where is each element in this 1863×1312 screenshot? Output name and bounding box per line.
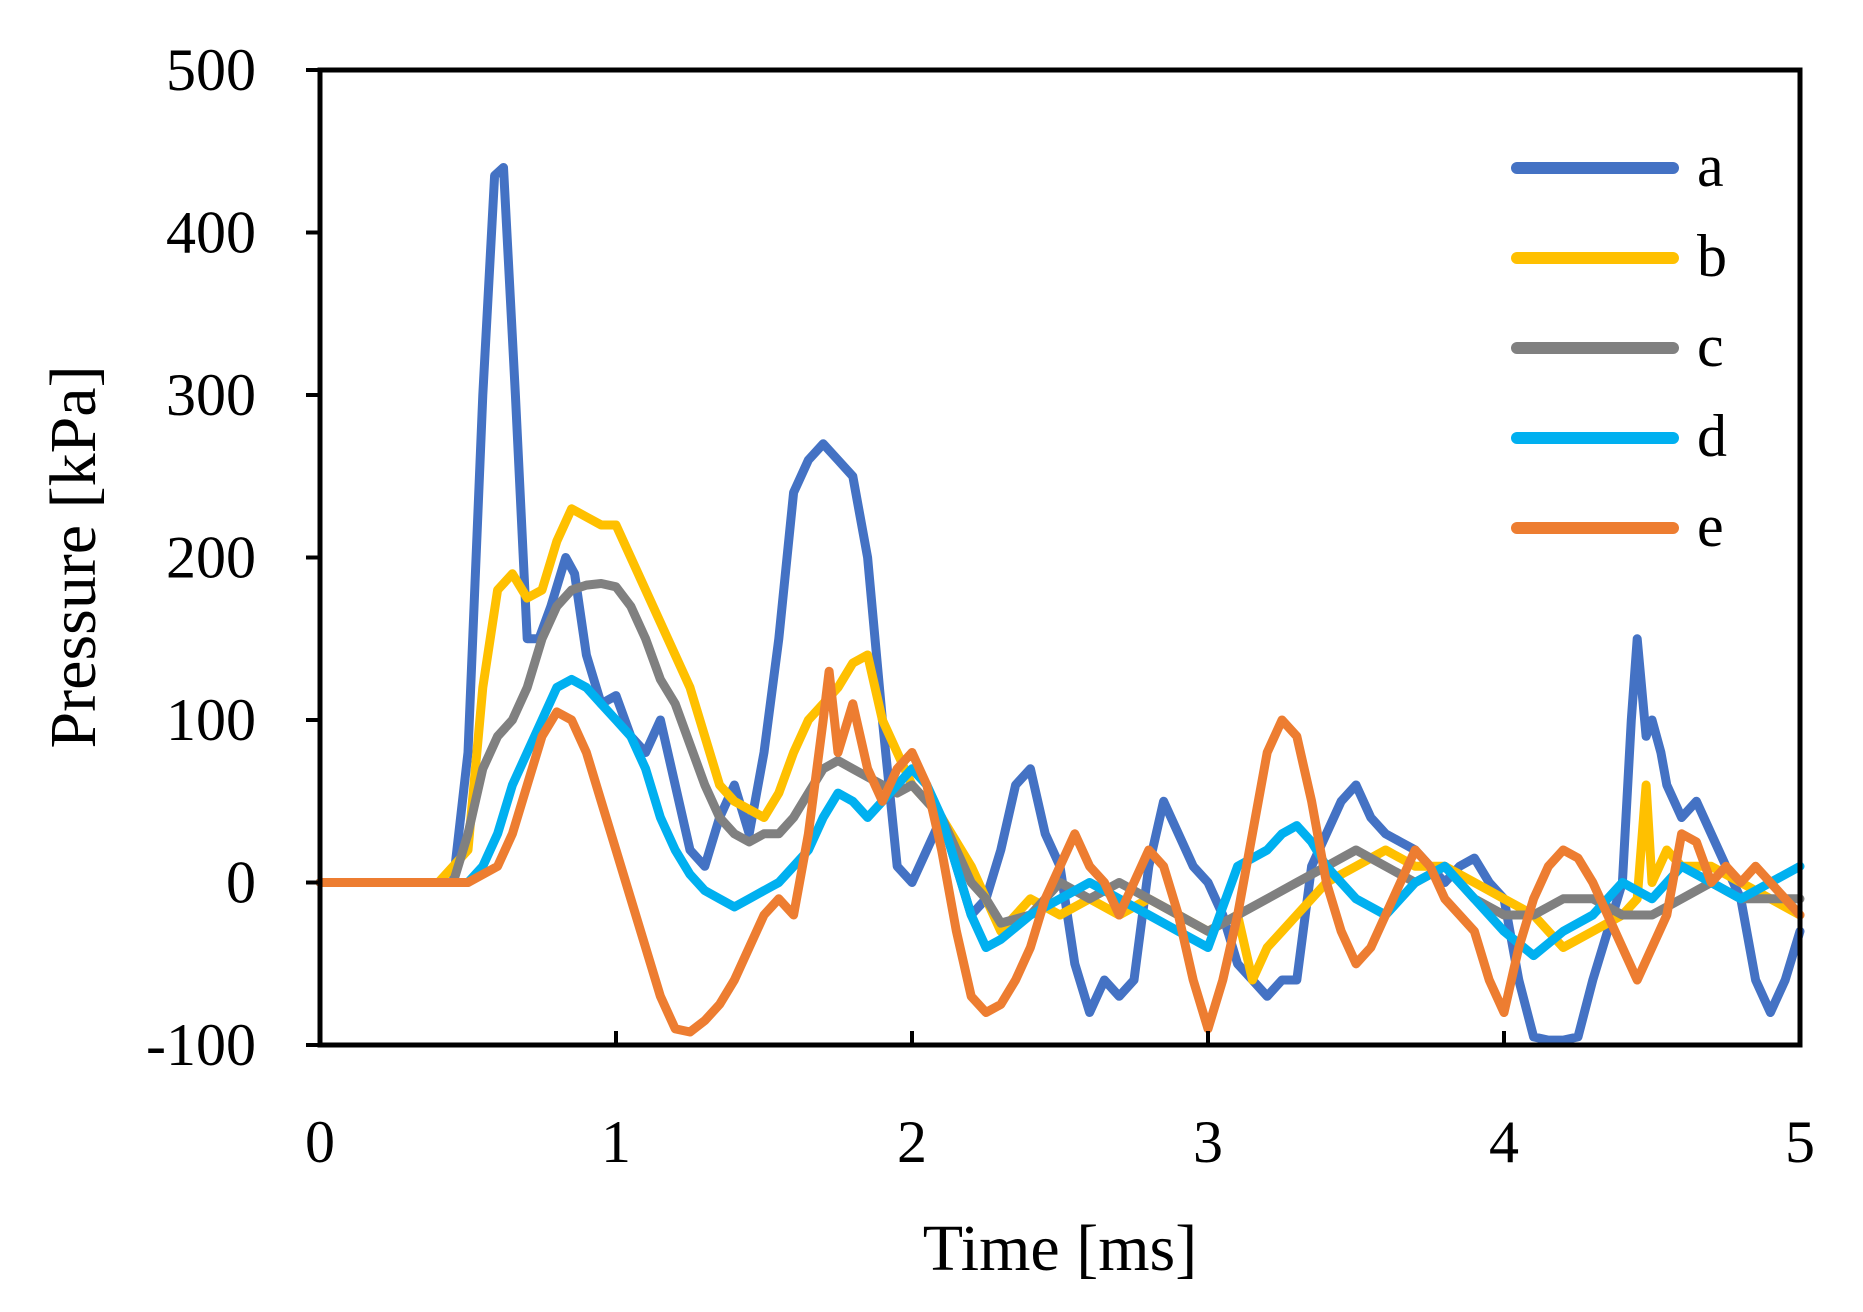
x-tick-label-0: 0 [305, 1109, 335, 1175]
series-layer [315, 163, 1805, 1045]
ticks-layer [306, 68, 1802, 1047]
y-tick-label-6: 500 [166, 37, 256, 103]
y-tick-label-1: 0 [226, 850, 256, 916]
x-tick-label-4: 4 [1489, 1109, 1519, 1175]
legend-label-c: c [1697, 313, 1724, 379]
legend-label-a: a [1697, 133, 1724, 199]
y-tick-label-2: 100 [166, 687, 256, 753]
x-tick-label-3: 3 [1193, 1109, 1223, 1175]
y-tick-label-5: 400 [166, 200, 256, 266]
y-tick-label-4: 300 [166, 362, 256, 428]
y-axis-title: Pressure [kPa] [37, 365, 110, 748]
y-tick-label-0: -100 [146, 1012, 256, 1078]
x-tick-label-1: 1 [601, 1109, 631, 1175]
series-line-d [315, 674, 1805, 961]
tick-labels-layer: 0 1 2 3 4 5 -100 0 100 200 300 400 500 [146, 37, 1815, 1175]
legend-label-b: b [1697, 223, 1727, 289]
legend-label-d: d [1697, 403, 1727, 469]
series-line-a [315, 163, 1805, 1045]
legend-label-e: e [1697, 493, 1724, 559]
series-line-e [315, 666, 1805, 1037]
y-tick-label-3: 200 [166, 525, 256, 591]
x-tick-label-2: 2 [897, 1109, 927, 1175]
x-tick-label-5: 5 [1785, 1109, 1815, 1175]
x-axis-title: Time [ms] [923, 1212, 1197, 1285]
series-line-c [315, 579, 1805, 936]
